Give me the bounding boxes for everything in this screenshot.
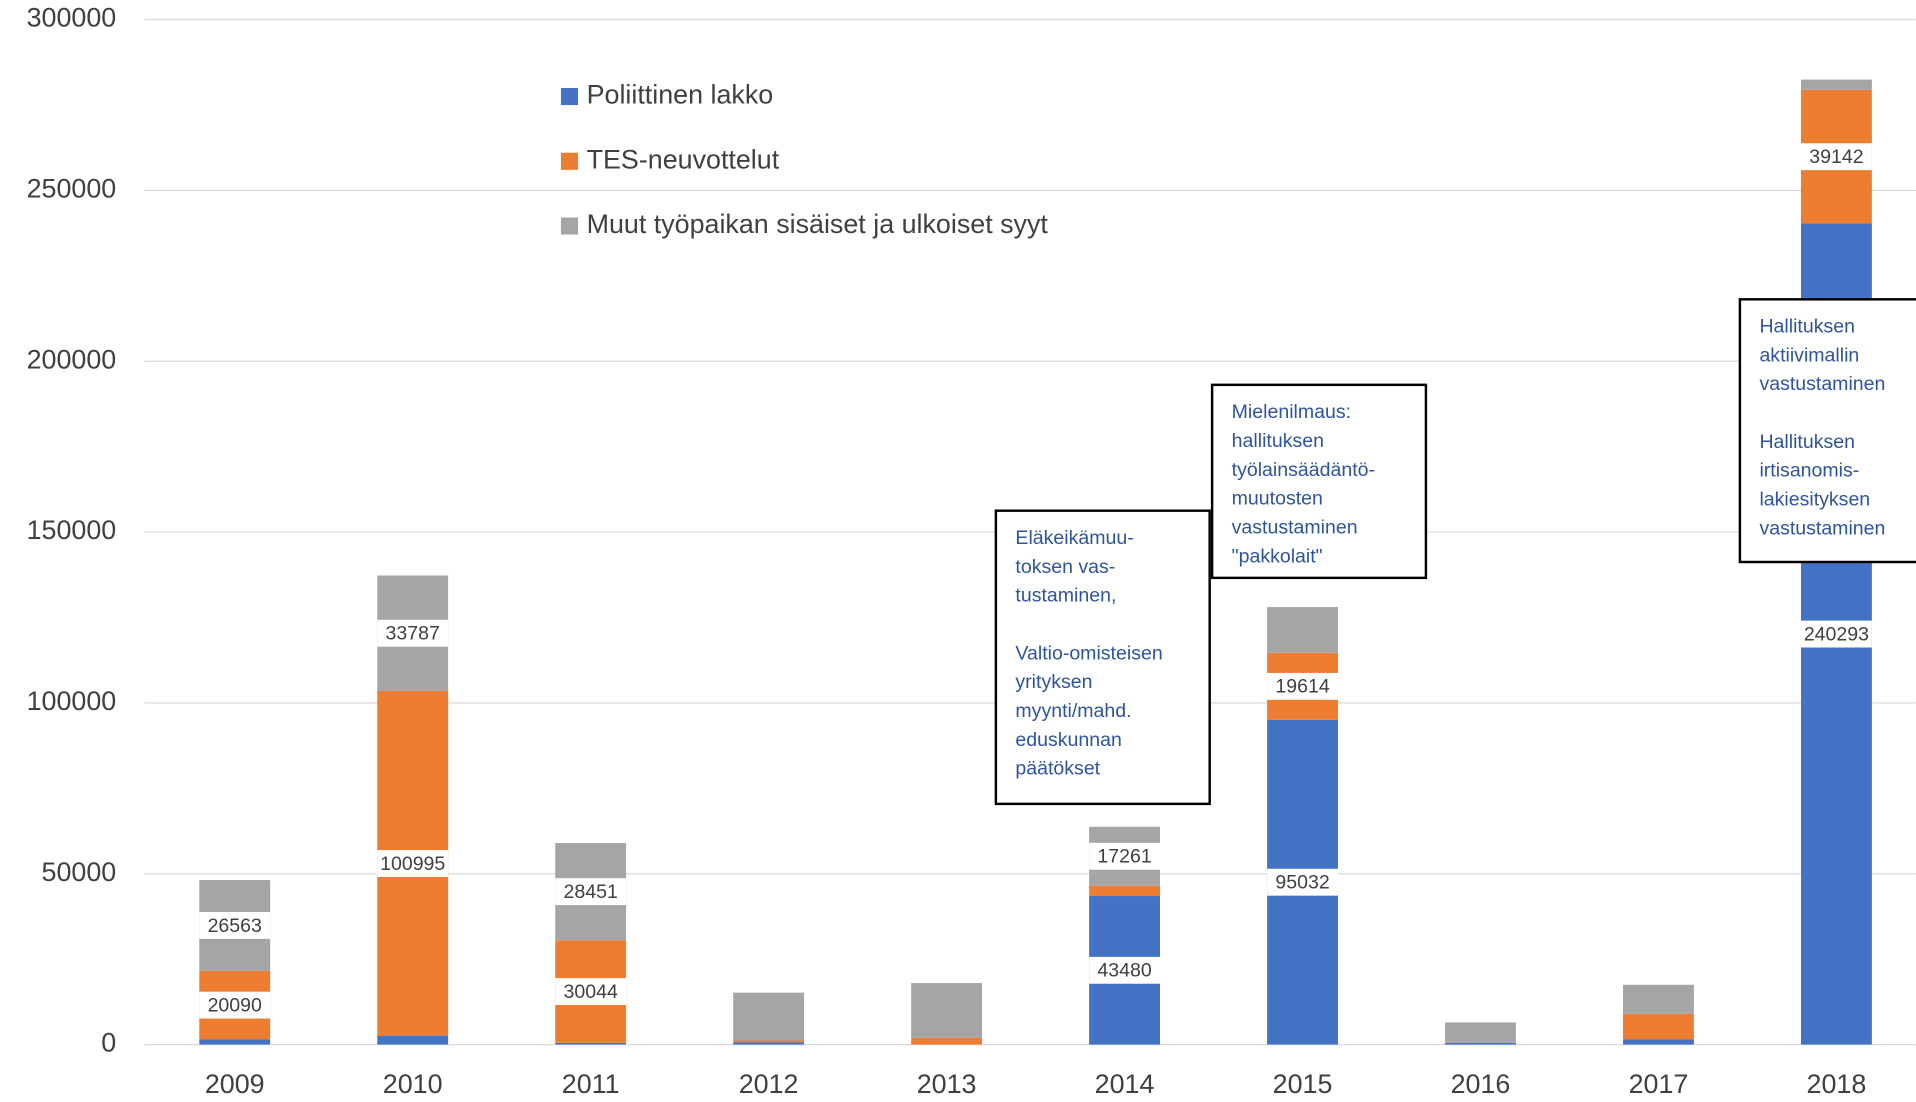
data-label: 33787 — [386, 623, 440, 645]
y-tick-label: 300000 — [27, 3, 117, 33]
legend-label: TES-neuvottelut — [587, 144, 780, 174]
annotation-text: tustaminen, — [1015, 585, 1116, 607]
data-label-box — [1267, 868, 1338, 896]
legend-swatch — [560, 152, 579, 170]
data-label-box — [1800, 620, 1872, 648]
legend-swatch — [560, 217, 579, 235]
bar-segment — [911, 983, 983, 1038]
y-tick-label: 250000 — [27, 173, 117, 203]
annotation-text: Eläkeikämuu- — [1015, 527, 1133, 549]
data-label-box — [555, 978, 627, 1005]
annotation-text: Valtio-omisteisen — [1015, 642, 1162, 664]
y-tick-label: 150000 — [27, 515, 117, 545]
data-label: 26563 — [208, 915, 262, 937]
data-label: 28451 — [564, 881, 618, 903]
data-label-box — [377, 850, 449, 877]
annotation-text: toksen vas- — [1015, 556, 1115, 578]
bar-segment — [1800, 79, 1872, 90]
annotation-text: myynti/mahd. — [1015, 700, 1131, 722]
bar-segment — [1623, 1013, 1694, 1040]
annotation-box — [1738, 298, 1916, 564]
bar-segment — [1089, 885, 1160, 897]
bar-segment — [733, 1040, 805, 1043]
data-label: 240293 — [1804, 623, 1869, 645]
annotation-text: Hallituksen — [1759, 431, 1855, 453]
annotation-text: vastustaminen — [1232, 516, 1358, 538]
legend-label: Muut työpaikan sisäiset ja ulkoiset syyt — [587, 209, 1049, 239]
x-tick-label: 2013 — [917, 1069, 977, 1099]
bar-segment — [911, 1037, 983, 1045]
data-label: 20090 — [208, 995, 262, 1017]
x-tick-label: 2017 — [1629, 1069, 1689, 1099]
annotation-text: vastustaminen — [1759, 517, 1885, 539]
x-tick-label: 2012 — [739, 1069, 799, 1099]
data-label: 100995 — [380, 853, 445, 875]
data-label-box — [199, 991, 271, 1019]
annotation-text: hallituksen — [1232, 430, 1324, 452]
data-label-box — [1089, 842, 1160, 870]
bar-segment — [733, 1042, 805, 1045]
data-label: 17261 — [1097, 846, 1151, 868]
data-label-box — [1267, 672, 1338, 700]
y-tick-label: 50000 — [42, 857, 117, 887]
x-tick-label: 2016 — [1451, 1069, 1511, 1099]
x-tick-label: 2014 — [1095, 1069, 1155, 1099]
bar-segment — [377, 1036, 449, 1045]
legend-swatch — [560, 87, 579, 106]
bar-segment — [733, 992, 805, 1041]
y-tick-label: 100000 — [27, 686, 117, 716]
data-label-box — [377, 619, 449, 647]
annotation-text: vastustaminen — [1759, 373, 1885, 395]
bar-segment — [1445, 1022, 1516, 1043]
annotation-text: työlainsäädäntö- — [1232, 459, 1375, 481]
data-label-box — [1089, 956, 1160, 984]
x-tick-label: 2010 — [383, 1069, 443, 1099]
legend-label: Poliittinen lakko — [587, 80, 774, 110]
data-label: 30044 — [564, 981, 618, 1003]
data-label: 19614 — [1275, 676, 1329, 698]
annotation-text: irtisanomis- — [1759, 460, 1859, 482]
annotation-text: päätökset — [1015, 758, 1100, 780]
x-tick-label: 2015 — [1273, 1069, 1333, 1099]
data-label: 39142 — [1809, 146, 1863, 168]
bar-segment — [555, 1042, 627, 1045]
annotation-text: Mielenilmaus: — [1232, 401, 1351, 423]
data-label: 43480 — [1097, 960, 1151, 982]
bar-segment — [199, 1039, 271, 1045]
annotation-box — [994, 509, 1211, 806]
bar-segment — [1267, 607, 1338, 653]
x-tick-label: 2009 — [205, 1069, 265, 1099]
y-tick-label: 0 — [101, 1028, 116, 1058]
x-tick-label: 2018 — [1807, 1069, 1867, 1099]
data-label-box — [1800, 143, 1872, 171]
annotation-box — [1210, 383, 1428, 580]
data-label: 95032 — [1275, 872, 1329, 894]
annotation-text: yrityksen — [1015, 671, 1092, 693]
data-label-box — [199, 911, 271, 939]
annotation-text: lakiesityksen — [1759, 489, 1870, 511]
y-tick-label: 200000 — [27, 344, 117, 374]
x-tick-label: 2011 — [562, 1069, 620, 1099]
annotation-text: muutosten — [1232, 488, 1323, 510]
annotation-text: Hallituksen — [1759, 316, 1855, 338]
annotation-text: eduskunnan — [1015, 729, 1121, 751]
annotation-text: "pakkolait" — [1232, 545, 1323, 567]
data-label-box — [555, 878, 627, 906]
annotation-text: aktiivimallin — [1759, 344, 1859, 366]
bar-segment — [1623, 984, 1694, 1014]
bar-segment — [1445, 1042, 1516, 1045]
bar-segment — [1623, 1039, 1694, 1045]
